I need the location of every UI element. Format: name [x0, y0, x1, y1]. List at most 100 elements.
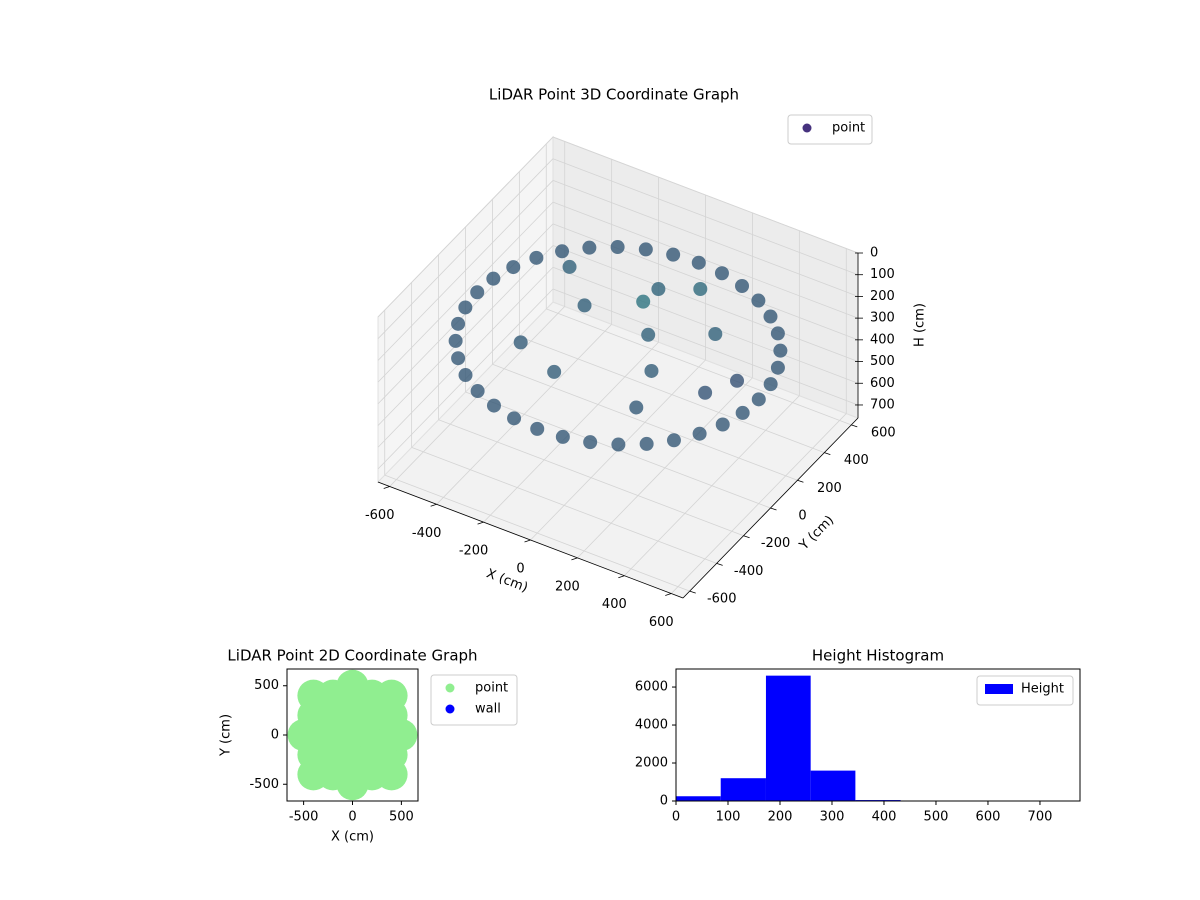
point: [773, 343, 788, 358]
x-tick-label: 700: [1028, 810, 1053, 825]
x-tick-label: -600: [365, 508, 395, 523]
x-tick-label: -200: [459, 544, 489, 559]
legend-box: [976, 675, 1074, 706]
legend-marker: [985, 684, 1013, 694]
y-tick-label: 0: [798, 509, 806, 524]
legend-box: [787, 114, 873, 145]
grid-line: [552, 180, 859, 297]
point: [470, 384, 485, 399]
x-tick-label: 600: [649, 615, 674, 630]
point: [506, 260, 521, 275]
tick-mark: [770, 507, 777, 511]
chart-title: LiDAR Point 2D Coordinate Graph: [227, 647, 477, 665]
point: [641, 327, 656, 342]
point: [547, 364, 562, 379]
x-tick-label: 400: [872, 810, 897, 825]
z-tick-label: 600: [870, 376, 895, 391]
grid-line: [411, 447, 717, 564]
point: [638, 242, 653, 257]
grid-line: [377, 266, 554, 448]
tick-mark: [716, 563, 723, 566]
point: [529, 250, 544, 265]
y-tick-label: 0: [271, 728, 279, 743]
legend-marker: [445, 683, 455, 693]
bar: [765, 675, 811, 801]
z-tick-label: 200: [870, 289, 895, 304]
point: [639, 436, 654, 451]
point: [582, 240, 597, 255]
y-tick-label: 400: [844, 453, 869, 468]
x-tick-label: 500: [389, 810, 414, 825]
grid-line: [438, 419, 744, 537]
x-axis-line: [377, 481, 684, 599]
point: [336, 669, 369, 702]
x-tick-label: 0: [672, 810, 680, 825]
point: [735, 278, 750, 293]
grid-line: [377, 201, 554, 383]
tick-mark: [797, 479, 804, 483]
grid-line: [384, 474, 690, 592]
point: [451, 316, 466, 331]
point: [458, 368, 473, 383]
x-tick-label: 0: [516, 562, 524, 577]
grid-line: [552, 245, 859, 362]
x-axis-label: X (cm): [331, 830, 374, 845]
y-tick-label: 6000: [635, 680, 668, 695]
tick-mark: [743, 535, 750, 539]
point: [692, 426, 707, 441]
y-tick-label: 4000: [635, 718, 668, 733]
point: [562, 259, 577, 274]
legend-marker: [802, 123, 812, 133]
x-tick-label: 0: [348, 810, 356, 825]
x-tick-label: 400: [602, 597, 627, 612]
point: [555, 244, 570, 259]
point: [698, 385, 713, 400]
y-axis-label: Y (cm): [219, 714, 234, 757]
grid-line: [377, 136, 554, 318]
x-tick-label: 100: [716, 810, 741, 825]
tick-mark: [851, 424, 858, 428]
point: [735, 405, 750, 420]
point: [714, 266, 729, 281]
point: [770, 360, 785, 375]
point: [763, 309, 778, 324]
y-tick-label: 600: [871, 425, 896, 440]
y-tick-label: 0: [660, 794, 668, 809]
x-tick-label: -400: [412, 526, 442, 541]
point: [301, 684, 334, 717]
legend-label: point: [832, 121, 865, 136]
grid-line: [546, 308, 852, 426]
point: [371, 684, 404, 717]
z-tick-label: 700: [870, 397, 895, 412]
point: [644, 363, 659, 378]
point: [451, 351, 466, 366]
plot-area: [287, 669, 418, 801]
point: [555, 429, 570, 444]
tick-mark: [571, 557, 578, 561]
z-axis-label: H (cm): [913, 303, 928, 347]
z-tick-label: 500: [870, 354, 895, 369]
grid-line: [552, 158, 859, 276]
point: [301, 753, 334, 786]
x-tick-label: 600: [976, 810, 1001, 825]
point: [470, 285, 485, 300]
point: [577, 298, 592, 313]
point: [636, 294, 651, 309]
point: [730, 373, 745, 388]
z-tick-label: 100: [870, 267, 895, 282]
legend-label: Height: [1021, 682, 1064, 697]
x-tick-label: 200: [555, 579, 580, 594]
legend-label: point: [475, 681, 508, 696]
point: [751, 293, 766, 308]
point: [371, 753, 404, 786]
tick-mark: [689, 590, 696, 594]
point: [507, 411, 522, 426]
point: [448, 333, 463, 348]
grid-line: [552, 136, 859, 254]
grid-line: [552, 223, 859, 341]
point: [611, 437, 626, 452]
z-tick-label: 300: [870, 311, 895, 326]
tick-mark: [824, 452, 831, 455]
y-tick-label: 500: [254, 678, 279, 693]
y-tick-label: -400: [734, 564, 764, 579]
